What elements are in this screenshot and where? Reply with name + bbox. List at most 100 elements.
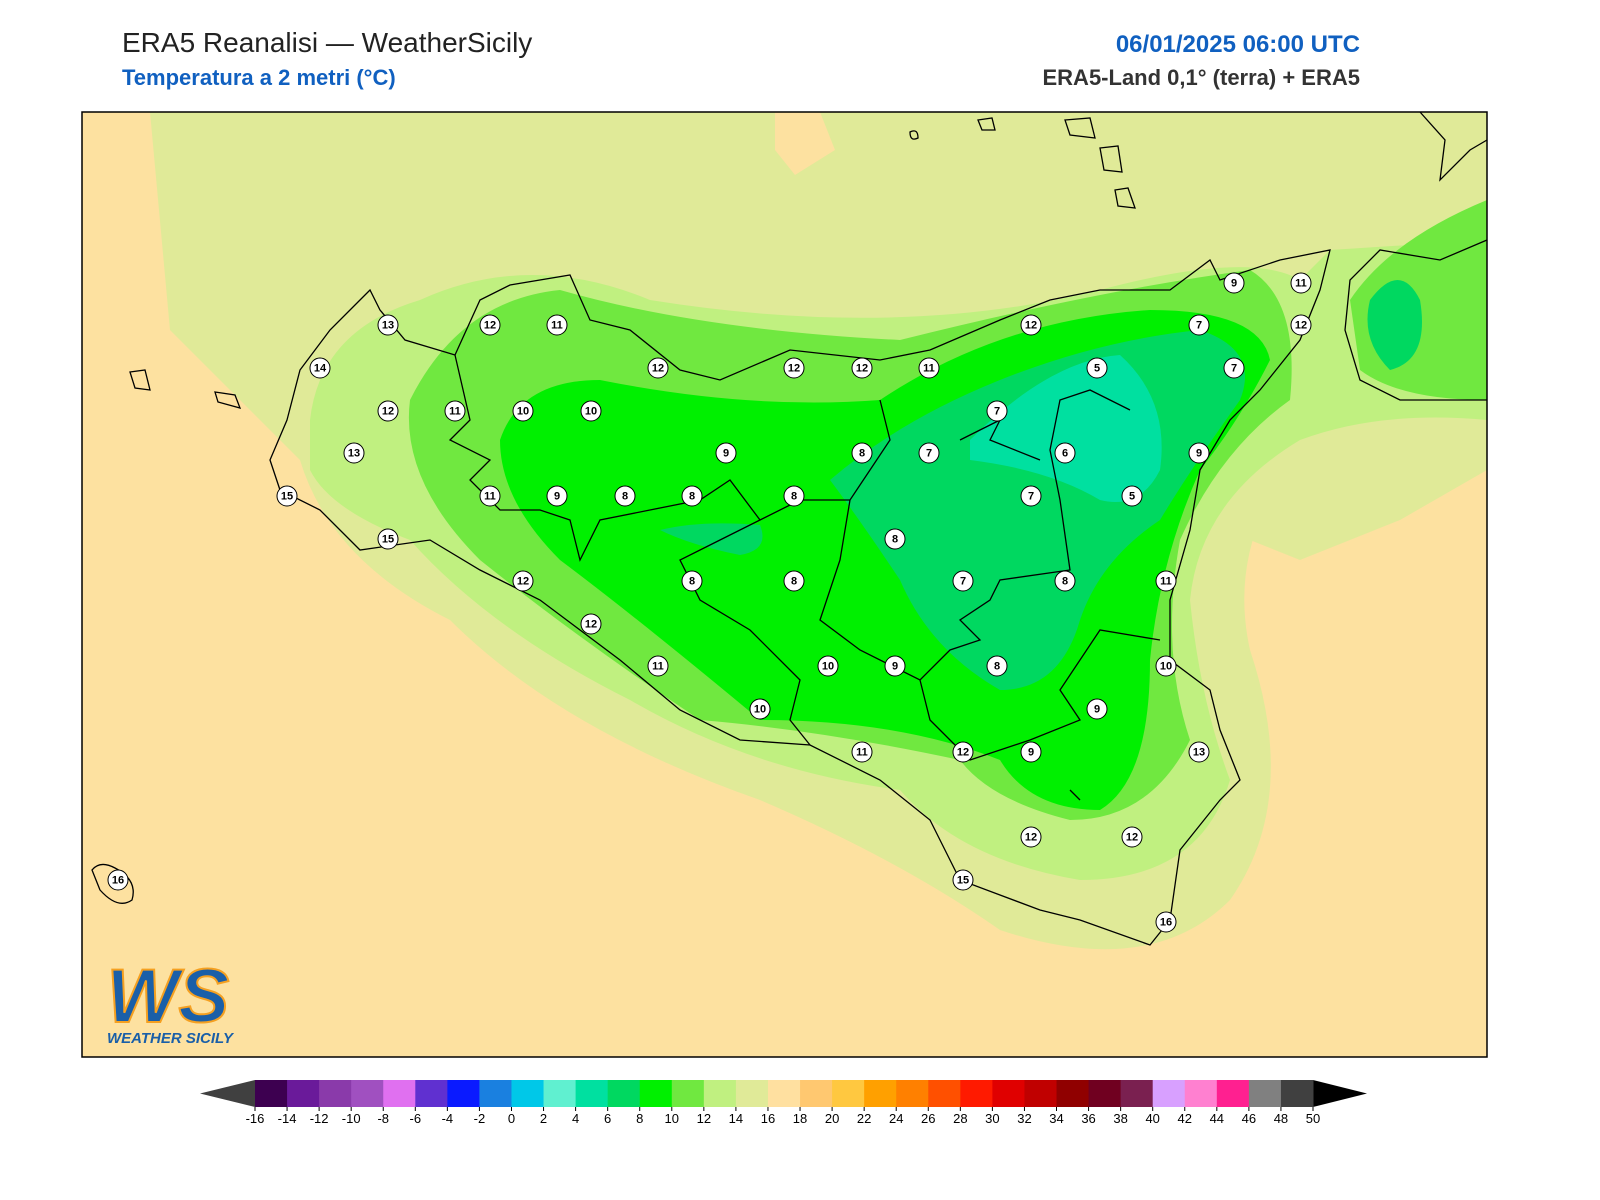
colorbar-tick-label: 4 xyxy=(572,1111,579,1126)
colorbar-tick-label: 50 xyxy=(1306,1111,1320,1126)
colorbar-swatch xyxy=(383,1080,416,1107)
station-value: 7 xyxy=(1196,320,1202,332)
datetime: 06/01/2025 06:00 UTC xyxy=(1116,31,1360,58)
colorbar-tick-label: -2 xyxy=(474,1111,486,1126)
station-value: 12 xyxy=(1126,832,1138,844)
station-marker xyxy=(681,570,703,592)
colorbar-swatch xyxy=(992,1080,1025,1107)
station-value: 11 xyxy=(1160,576,1172,588)
station-marker xyxy=(715,442,737,464)
station: 11 xyxy=(479,485,501,507)
title: ERA5 Reanalisi — WeatherSicily xyxy=(122,27,532,58)
station-marker xyxy=(1054,442,1076,464)
colorbar-tick-label: 36 xyxy=(1081,1111,1095,1126)
colorbar-swatch xyxy=(928,1080,961,1107)
station-marker xyxy=(986,400,1008,422)
station-marker xyxy=(107,869,129,891)
logo: WS WEATHER SICILY xyxy=(106,953,235,1047)
station-value: 11 xyxy=(551,320,563,332)
station-value: 11 xyxy=(923,363,935,375)
station-value: 7 xyxy=(1028,491,1034,503)
station-marker xyxy=(1223,272,1245,294)
station-value: 9 xyxy=(892,661,898,673)
colorbar-tick-label: 32 xyxy=(1017,1111,1031,1126)
station-value: 15 xyxy=(281,491,293,503)
station-value: 12 xyxy=(652,363,664,375)
station-value: 12 xyxy=(788,363,800,375)
colorbar-swatch xyxy=(767,1080,801,1107)
station: 8 xyxy=(851,442,873,464)
logo-mark: WS xyxy=(107,954,229,1039)
colorbar-tick-label: 44 xyxy=(1210,1111,1224,1126)
colorbar-tick-label: -8 xyxy=(377,1111,389,1126)
colorbar-swatch xyxy=(511,1080,545,1107)
colorbar-swatch xyxy=(639,1080,673,1107)
station-value: 14 xyxy=(314,363,327,375)
station-marker xyxy=(1086,357,1108,379)
station-marker xyxy=(1188,741,1210,763)
colorbar-swatch xyxy=(1280,1080,1314,1107)
station-marker xyxy=(681,485,703,507)
station: 12 xyxy=(1121,826,1143,848)
station-value: 11 xyxy=(484,491,496,503)
colorbar-swatch xyxy=(1056,1080,1090,1107)
station-marker xyxy=(952,741,974,763)
station: 7 xyxy=(1223,357,1245,379)
colorbar-swatch xyxy=(255,1080,288,1107)
station-marker xyxy=(749,698,771,720)
station: 11 xyxy=(1155,570,1177,592)
station-value: 15 xyxy=(957,875,969,887)
colorbar-swatch xyxy=(800,1080,833,1107)
station-marker xyxy=(512,400,534,422)
station-marker xyxy=(1020,314,1042,336)
station-value: 8 xyxy=(689,491,695,503)
station: 10 xyxy=(817,655,839,677)
colorbar-tick-label: 14 xyxy=(729,1111,743,1126)
station-value: 9 xyxy=(1028,747,1034,759)
station: 10 xyxy=(1155,655,1177,677)
station: 13 xyxy=(377,314,399,336)
colorbar-swatch xyxy=(543,1080,577,1107)
station-marker xyxy=(783,357,805,379)
station-marker xyxy=(614,485,636,507)
colorbar-tick-label: 46 xyxy=(1242,1111,1256,1126)
station-marker xyxy=(1121,826,1143,848)
station: 11 xyxy=(1290,272,1312,294)
station: 7 xyxy=(986,400,1008,422)
station: 8 xyxy=(614,485,636,507)
station-value: 7 xyxy=(994,406,1000,418)
colorbar-swatch xyxy=(479,1080,512,1107)
colorbar-swatch xyxy=(703,1080,737,1107)
station: 8 xyxy=(986,655,1008,677)
colorbar-swatch xyxy=(319,1080,352,1107)
colorbar-tick-label: 18 xyxy=(793,1111,807,1126)
colorbar-swatch xyxy=(415,1080,448,1107)
station-marker xyxy=(783,570,805,592)
station: 9 xyxy=(546,485,568,507)
station: 9 xyxy=(1223,272,1245,294)
station-value: 12 xyxy=(1025,320,1037,332)
station-marker xyxy=(1121,485,1143,507)
station-marker xyxy=(851,741,873,763)
colorbar-tick-label: -6 xyxy=(410,1111,422,1126)
station: 7 xyxy=(1188,314,1210,336)
station: 12 xyxy=(1020,826,1042,848)
station-value: 9 xyxy=(1231,278,1237,290)
station-marker xyxy=(1155,655,1177,677)
station-value: 10 xyxy=(1160,661,1172,673)
station: 12 xyxy=(851,357,873,379)
station: 8 xyxy=(681,485,703,507)
station-marker xyxy=(783,485,805,507)
station-value: 9 xyxy=(723,448,729,460)
station: 11 xyxy=(546,314,568,336)
station-marker xyxy=(1188,442,1210,464)
station: 7 xyxy=(952,570,974,592)
station-marker xyxy=(1290,272,1312,294)
station-marker xyxy=(309,357,331,379)
station-value: 13 xyxy=(348,448,360,460)
station-marker xyxy=(952,570,974,592)
station: 11 xyxy=(444,400,466,422)
station-value: 9 xyxy=(1094,704,1100,716)
colorbar-tick-label: 22 xyxy=(857,1111,871,1126)
